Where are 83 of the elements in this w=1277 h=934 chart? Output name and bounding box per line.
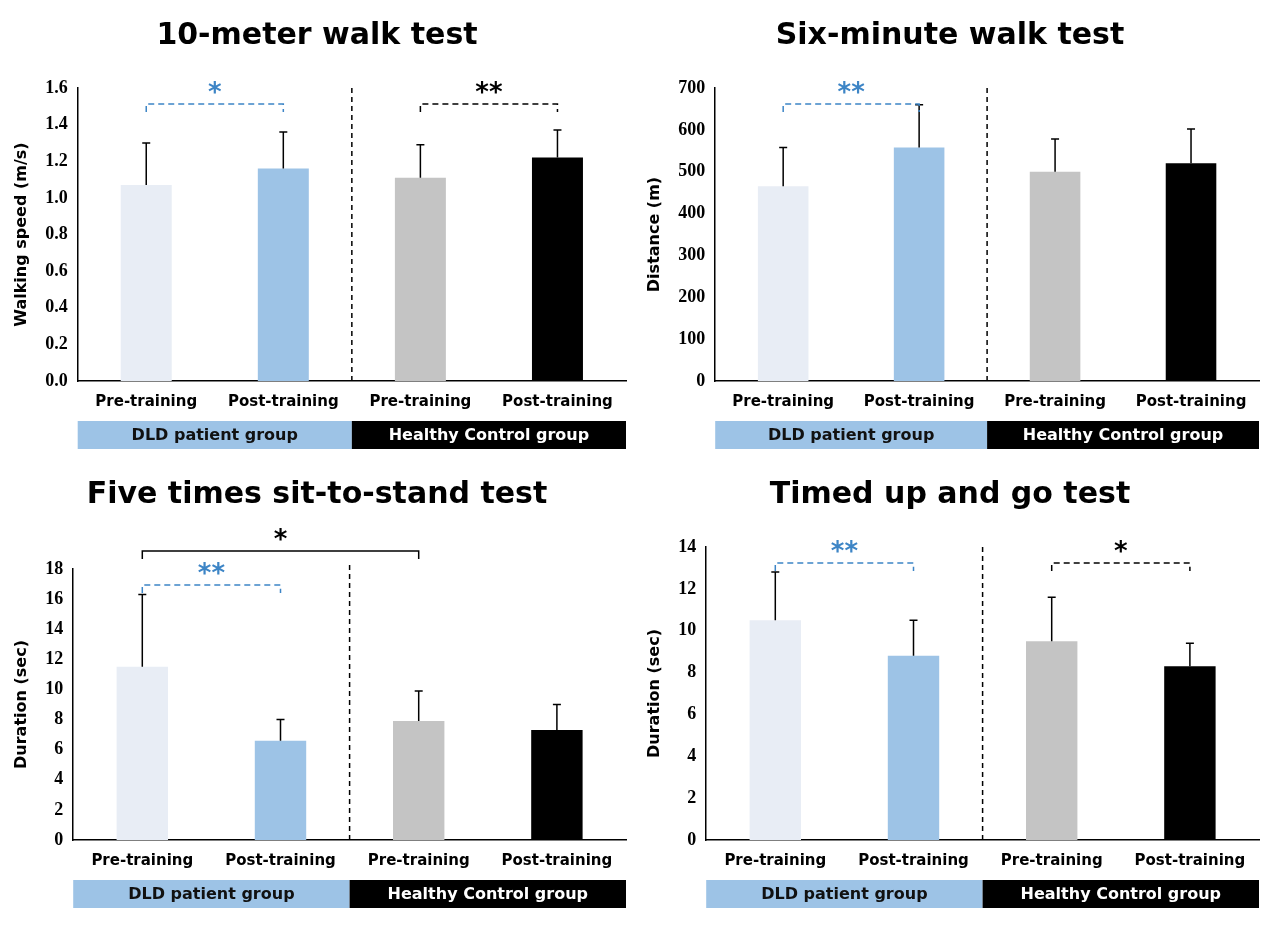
y-tick-label: 16 [45,587,64,608]
bar [116,666,169,840]
y-axis-title: Duration (sec) [643,629,663,758]
y-tick-label: 8 [54,708,64,729]
annotation: ** [830,536,859,566]
bar [393,721,445,840]
x-tick-label: Post-training [1135,391,1247,410]
x-tick-label: Post-training [501,850,613,869]
x-tick-label: Post-training [225,850,336,869]
text: DLD patient group [767,425,935,445]
x-tick-label: Post-training [858,850,969,869]
annotation: ** [475,77,503,107]
x-tick-label: Pre-training [1004,391,1106,410]
bar [1025,641,1078,840]
bar [749,620,802,840]
y-tick-label: 200 [678,285,706,306]
chart-title: Six-minute walk test [775,15,1125,51]
y-tick-label: 4 [687,744,697,765]
x-tick-label: Post-training [863,391,975,410]
x-tick-label: Pre-training [95,391,198,410]
chart-title: 10-meter walk test [156,15,478,51]
y-tick-label: 2 [54,798,64,819]
x-tick-label: Post-training [502,391,613,410]
y-tick-label: 8 [687,661,697,682]
y-tick-label: 0.0 [45,369,68,390]
bar [757,186,809,381]
annotation: ** [837,77,866,107]
y-axis-title: Walking speed (m/s) [10,142,30,327]
y-tick-label: 400 [678,202,706,223]
x-tick-label: Pre-training [367,850,470,869]
y-tick-label: 700 [678,76,706,97]
y-tick-label: 4 [54,768,64,789]
y-tick-label: 0.6 [45,259,68,280]
annotation: * [1114,536,1128,566]
bar [887,655,940,840]
y-tick-label: 18 [45,557,64,578]
chart-title: Five times sit-to-stand test [86,474,548,510]
chart-title: Timed up and go test [769,474,1131,510]
text: Healthy Control group [387,884,589,904]
y-tick-label: 0.2 [45,333,68,354]
x-tick-label: Pre-training [732,391,835,410]
bar [893,147,945,381]
x-tick-label: Post-training [1134,850,1246,869]
text: * [273,524,288,554]
y-tick-label: 12 [678,577,697,598]
x-tick-label: Pre-training [1000,850,1103,869]
y-tick-label: 10 [678,619,697,640]
y-tick-label: 14 [678,535,697,556]
y-tick-label: 500 [678,160,706,181]
y-tick-label: 12 [45,647,64,668]
text: DLD patient group [128,884,295,904]
x-tick-label: Pre-training [91,850,194,869]
y-tick-label: 0 [54,828,64,849]
y-tick-label: 1.4 [45,113,68,134]
y-axis-title: Distance (m) [643,176,663,293]
y-tick-label: 100 [678,327,706,348]
y-tick-label: 6 [54,738,64,759]
y-tick-label: 0.8 [45,223,68,244]
annotation: ** [197,558,226,588]
y-tick-label: 0 [687,828,697,849]
text: Healthy Control group [388,425,590,445]
text: DLD patient group [761,884,928,904]
x-tick-label: Pre-training [369,391,472,410]
bar [254,740,307,840]
x-tick-label: Pre-training [724,850,827,869]
y-tick-label: 1.0 [45,186,68,207]
text: Healthy Control group [1020,884,1222,904]
y-tick-label: 600 [678,118,706,139]
x-tick-label: Post-training [227,391,339,410]
y-tick-label: 0.4 [45,296,68,317]
bar [1029,171,1081,381]
y-tick-label: 0 [696,369,706,390]
y-tick-label: 14 [45,617,64,638]
y-axis-title: Duration (sec) [10,640,30,769]
y-tick-label: 6 [687,703,697,724]
text: DLD patient group [131,425,298,445]
y-tick-label: 10 [45,678,64,699]
y-tick-label: 1.2 [45,149,68,170]
y-tick-label: 300 [678,244,706,265]
text: Healthy Control group [1022,425,1224,445]
y-tick-label: 1.6 [45,76,68,97]
annotation: * [207,77,222,107]
y-tick-label: 2 [687,786,697,807]
